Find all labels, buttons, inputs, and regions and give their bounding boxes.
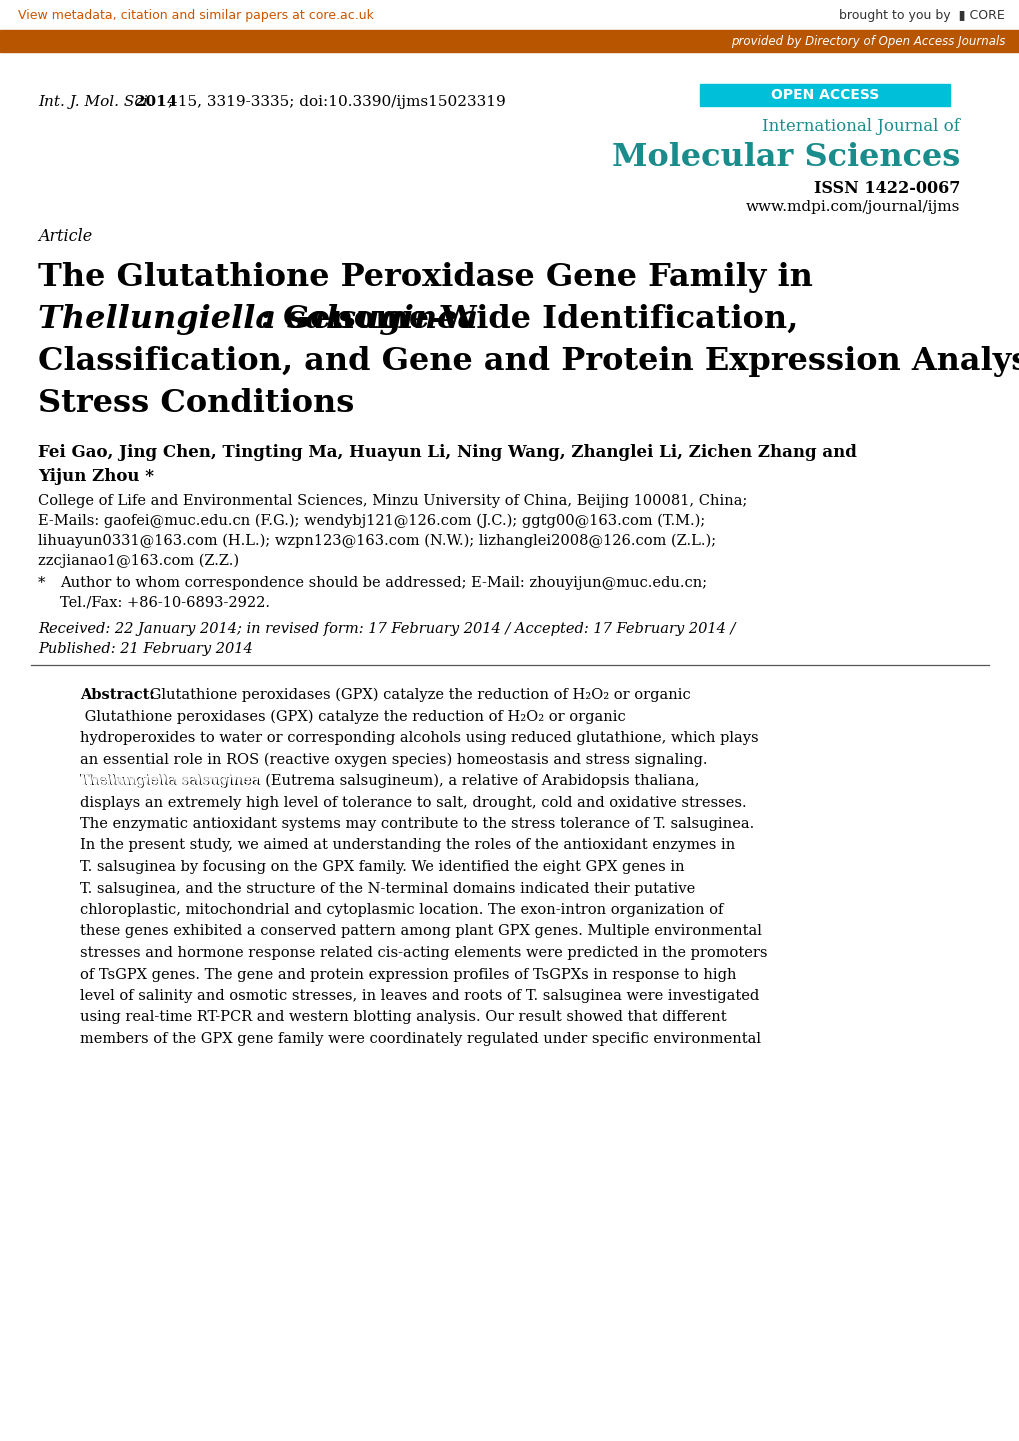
Text: Stress Conditions: Stress Conditions: [38, 388, 354, 419]
Text: displays an extremely high level of tolerance to salt, drought, cold and oxidati: displays an extremely high level of tole…: [79, 795, 746, 810]
Text: chloroplastic, mitochondrial and cytoplasmic location. The exon-intron organizat: chloroplastic, mitochondrial and cytopla…: [79, 904, 722, 916]
Text: The Glutathione Peroxidase Gene Family in: The Glutathione Peroxidase Gene Family i…: [38, 262, 812, 293]
Text: www.mdpi.com/journal/ijms: www.mdpi.com/journal/ijms: [745, 200, 959, 215]
Text: Yijun Zhou *: Yijun Zhou *: [38, 468, 154, 486]
Text: these genes exhibited a conserved pattern among plant GPX genes. Multiple enviro: these genes exhibited a conserved patter…: [79, 925, 761, 938]
Text: members of the GPX gene family were coordinately regulated under specific enviro: members of the GPX gene family were coor…: [79, 1032, 760, 1046]
Text: Article: Article: [38, 228, 92, 245]
Text: E-Mails: gaofei@muc.edu.cn (F.G.); wendybj121@126.com (J.C.); ggtg00@163.com (T.: E-Mails: gaofei@muc.edu.cn (F.G.); wendy…: [38, 514, 704, 529]
Text: brought to you by  ▮ CORE: brought to you by ▮ CORE: [839, 9, 1004, 22]
Text: Tel./Fax: +86-10-6893-2922.: Tel./Fax: +86-10-6893-2922.: [60, 597, 270, 610]
Text: Thellungiella salsuginea: Thellungiella salsuginea: [79, 774, 259, 788]
Text: International Journal of: International Journal of: [761, 118, 959, 135]
Text: The enzymatic antioxidant systems may contribute to the stress tolerance of T. s: The enzymatic antioxidant systems may co…: [79, 817, 753, 831]
Text: Thellungiella salsuginea: Thellungiella salsuginea: [38, 304, 478, 334]
Text: Fei Gao, Jing Chen, Tingting Ma, Huayun Li, Ning Wang, Zhanglei Li, Zichen Zhang: Fei Gao, Jing Chen, Tingting Ma, Huayun …: [38, 444, 856, 461]
Text: Author to whom correspondence should be addressed; E-Mail: zhouyijun@muc.edu.cn;: Author to whom correspondence should be …: [60, 576, 706, 589]
Text: 2014: 2014: [135, 95, 177, 110]
Bar: [0, 0, 1019, 30]
Text: zzcjianao1@163.com (Z.Z.): zzcjianao1@163.com (Z.Z.): [38, 553, 238, 568]
Text: Glutathione peroxidases (GPX) catalyze the reduction of H₂O₂ or organic: Glutathione peroxidases (GPX) catalyze t…: [79, 709, 625, 723]
Text: T. salsuginea, and the structure of the N-terminal domains indicated their putat: T. salsuginea, and the structure of the …: [79, 882, 695, 895]
Text: : Genome-Wide Identification,: : Genome-Wide Identification,: [260, 304, 798, 334]
Text: Classification, and Gene and Protein Expression Analysis under: Classification, and Gene and Protein Exp…: [38, 346, 1019, 378]
Text: View metadata, citation and similar papers at core.ac.uk: View metadata, citation and similar pape…: [18, 9, 374, 22]
Text: Molecular Sciences: Molecular Sciences: [611, 143, 959, 173]
Text: ISSN 1422-0067: ISSN 1422-0067: [813, 180, 959, 197]
Bar: [0, 30, 1019, 52]
Bar: [699, 84, 949, 107]
Text: stresses and hormone response related cis-acting elements were predicted in the : stresses and hormone response related ci…: [79, 945, 766, 960]
Text: OPEN ACCESS: OPEN ACCESS: [770, 88, 878, 102]
Text: T. salsuginea by focusing on the GPX family. We identified the eight GPX genes i: T. salsuginea by focusing on the GPX fam…: [79, 860, 684, 875]
Text: Published: 21 February 2014: Published: 21 February 2014: [38, 643, 253, 656]
Text: College of Life and Environmental Sciences, Minzu University of China, Beijing 1: College of Life and Environmental Scienc…: [38, 494, 747, 509]
Text: level of salinity and osmotic stresses, in leaves and roots of T. salsuginea wer: level of salinity and osmotic stresses, …: [79, 989, 758, 1003]
Text: of TsGPX genes. The gene and protein expression profiles of TsGPXs in response t: of TsGPX genes. The gene and protein exp…: [79, 967, 736, 981]
Text: hydroperoxides to water or corresponding alcohols using reduced glutathione, whi: hydroperoxides to water or corresponding…: [79, 731, 758, 745]
Text: , 15, 3319-3335; doi:10.3390/ijms15023319: , 15, 3319-3335; doi:10.3390/ijms1502331…: [168, 95, 505, 110]
Text: Glutathione peroxidases (GPX) catalyze the reduction of H₂O₂ or organic: Glutathione peroxidases (GPX) catalyze t…: [145, 687, 690, 702]
Text: Thellungiella salsuginea (Eutrema salsugineum), a relative of Arabidopsis thalia: Thellungiella salsuginea (Eutrema salsug…: [79, 774, 699, 788]
Text: an essential role in ROS (reactive oxygen species) homeostasis and stress signal: an essential role in ROS (reactive oxyge…: [79, 752, 707, 767]
Text: Abstract:: Abstract:: [79, 687, 155, 702]
Text: *: *: [38, 576, 45, 589]
Text: Int. J. Mol. Sci.: Int. J. Mol. Sci.: [38, 95, 157, 110]
Text: lihuayun0331@163.com (H.L.); wzpn123@163.com (N.W.); lizhanglei2008@126.com (Z.L: lihuayun0331@163.com (H.L.); wzpn123@163…: [38, 535, 715, 549]
Text: In the present study, we aimed at understanding the roles of the antioxidant enz: In the present study, we aimed at unders…: [79, 839, 735, 853]
Text: using real-time RT-PCR and western blotting analysis. Our result showed that dif: using real-time RT-PCR and western blott…: [79, 1010, 726, 1025]
Text: Received: 22 January 2014; in revised form: 17 February 2014 / Accepted: 17 Febr: Received: 22 January 2014; in revised fo…: [38, 623, 735, 635]
Text: provided by Directory of Open Access Journals: provided by Directory of Open Access Jou…: [730, 35, 1004, 48]
